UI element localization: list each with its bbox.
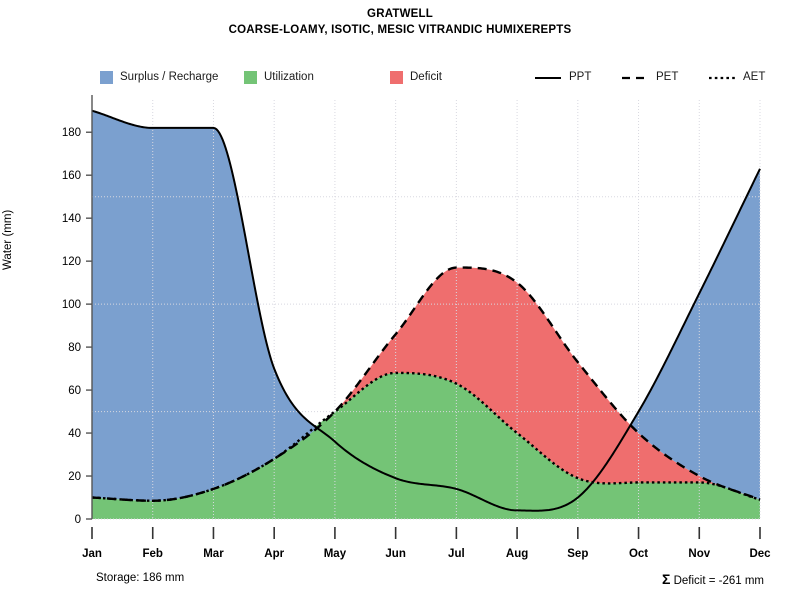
svg-text:40: 40 [68,428,81,440]
svg-text:May: May [324,548,347,560]
svg-text:Jul: Jul [448,548,465,560]
legend-swatch-utilization [244,70,257,84]
legend-item-surplus: Surplus / Recharge [100,68,218,86]
legend-item-aet: AET [708,68,765,86]
svg-text:Apr: Apr [264,548,284,560]
legend-label-pet: PET [656,71,679,83]
svg-text:Jun: Jun [385,548,405,560]
svg-text:Jan: Jan [82,548,102,560]
page-subtitle: COARSE-LOAMY, ISOTIC, MESIC VITRANDIC HU… [228,24,572,36]
legend-label-utilization: Utilization [264,71,314,83]
legend-line-dashed-icon [621,71,649,83]
svg-text:20: 20 [68,471,81,483]
legend-item-pet: PET [621,68,678,86]
svg-text:Oct: Oct [629,548,648,560]
chart-header: GRATWELL COARSE-LOAMY, ISOTIC, MESIC VIT… [0,6,800,38]
sigma-icon: Σ [661,571,671,587]
legend-item-ppt: PPT [534,68,591,86]
storage-annotation: Storage: 186 mm [96,572,185,584]
chart-legend: Surplus / Recharge Utilization Deficit P… [100,68,770,86]
svg-text:180: 180 [62,127,81,139]
legend-label-ppt: PPT [569,71,592,83]
legend-label-deficit: Deficit [410,71,442,83]
svg-text:140: 140 [62,213,81,225]
svg-text:120: 120 [62,256,81,268]
svg-text:0: 0 [75,514,81,526]
svg-text:160: 160 [62,170,81,182]
legend-label-surplus: Surplus / Recharge [120,71,219,83]
svg-text:Aug: Aug [506,548,528,560]
svg-text:Nov: Nov [688,548,710,560]
legend-item-deficit: Deficit [390,68,442,86]
svg-text:Mar: Mar [203,548,224,560]
svg-text:100: 100 [62,299,81,311]
legend-label-aet: AET [743,71,766,83]
legend-item-utilization: Utilization [244,68,314,86]
svg-text:80: 80 [68,342,81,354]
deficit-annotation: Σ Deficit = -261 mm [662,571,764,587]
deficit-annotation-text: Deficit = -261 mm [673,575,764,587]
legend-swatch-deficit [390,70,403,84]
page-title: GRATWELL [367,8,433,20]
svg-text:Feb: Feb [143,548,163,560]
legend-swatch-surplus [100,70,113,84]
svg-text:60: 60 [68,385,81,397]
legend-line-dotted-icon [708,71,736,83]
svg-text:Dec: Dec [749,548,771,560]
svg-text:Sep: Sep [567,548,588,560]
legend-line-solid-icon [534,71,562,83]
